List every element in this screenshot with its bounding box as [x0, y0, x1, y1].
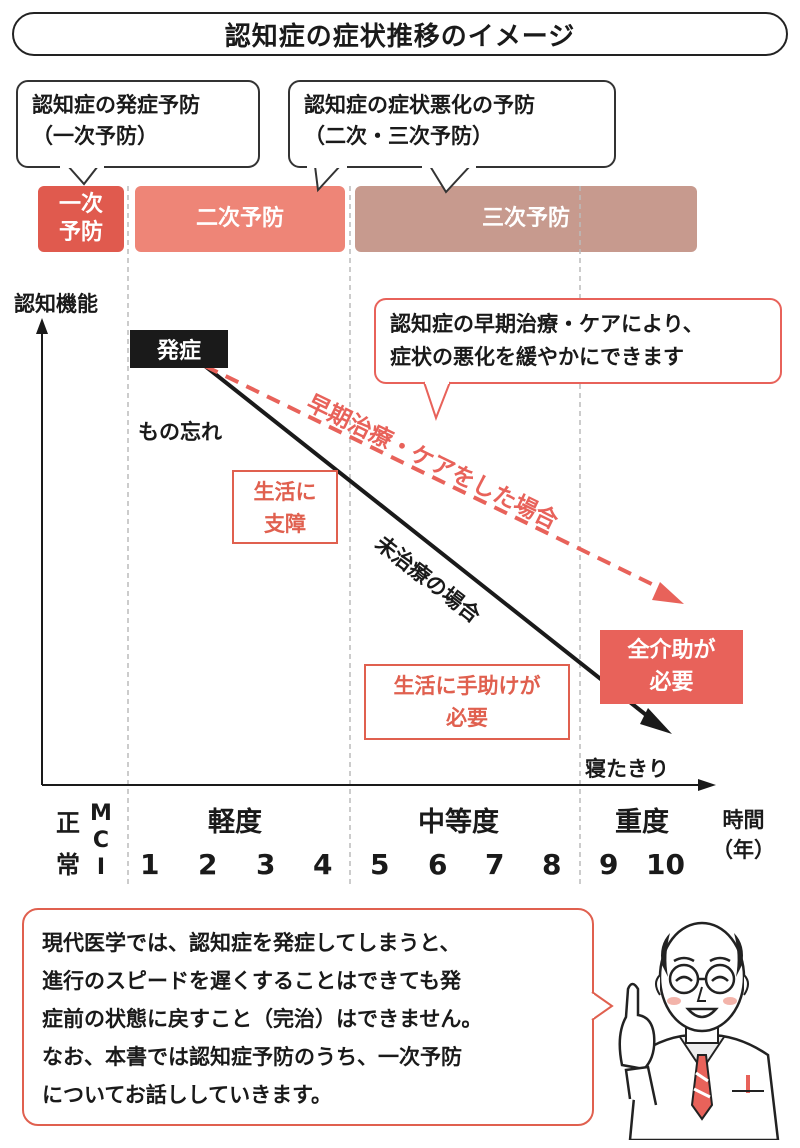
- treated-line: [204, 364, 669, 594]
- mci-label: M C I: [90, 801, 112, 880]
- tick-2: 2: [198, 848, 218, 881]
- bedridden-label: 寝たきり: [585, 757, 669, 781]
- severity-severe: 重度: [615, 807, 669, 838]
- page-title: 認知症の症状推移のイメージ: [12, 12, 788, 56]
- full-care-box: 全介助が 必要: [600, 630, 743, 704]
- tick-3: 3: [256, 848, 276, 881]
- tick-10: 10: [646, 848, 685, 881]
- progression-graph: [36, 165, 716, 885]
- doctor-illustration: [618, 921, 780, 1140]
- onset-label: 発症: [130, 330, 228, 368]
- normal-label: 正 常: [56, 809, 80, 879]
- stage-primary: 一次 予防: [38, 186, 124, 252]
- y-axis-label: 認知機能: [14, 292, 98, 316]
- tick-6: 6: [428, 848, 448, 881]
- x-axis-label: 時間 （年）: [712, 808, 775, 862]
- callout-tail: [67, 165, 99, 186]
- stage-tertiary: 三次予防: [355, 186, 697, 252]
- callout-tail: [429, 165, 471, 194]
- care-callout: 認知症の早期治療・ケアにより、 症状の悪化を緩やかにできます: [374, 298, 782, 384]
- care-callout-tail: [423, 380, 451, 421]
- tick-5: 5: [370, 848, 390, 881]
- life-interference-box: 生活に 支障: [232, 470, 338, 544]
- tick-1: 1: [140, 848, 160, 881]
- explanation-bubble: 現代医学では、認知症を発症してしまうと、 進行のスピードを遅くすることはできても…: [22, 908, 594, 1126]
- explanation-bubble-tail: [590, 991, 614, 1021]
- tick-9: 9: [599, 848, 619, 881]
- secondary-prevention-callout: 認知症の症状悪化の予防 （二次・三次予防）: [288, 80, 616, 168]
- need-help-box: 生活に手助けが 必要: [364, 664, 570, 740]
- tick-4: 4: [313, 848, 333, 881]
- tick-8: 8: [542, 848, 562, 881]
- primary-prevention-callout: 認知症の発症予防 （一次予防）: [16, 80, 260, 168]
- untreated-line: [203, 364, 657, 724]
- severity-mild: 軽度: [208, 807, 262, 838]
- severity-moderate: 中等度: [418, 807, 499, 838]
- tick-7: 7: [485, 848, 505, 881]
- stage-secondary: 二次予防: [135, 186, 345, 252]
- callout-tail: [314, 165, 341, 193]
- forgetfulness-label: もの忘れ: [138, 420, 222, 444]
